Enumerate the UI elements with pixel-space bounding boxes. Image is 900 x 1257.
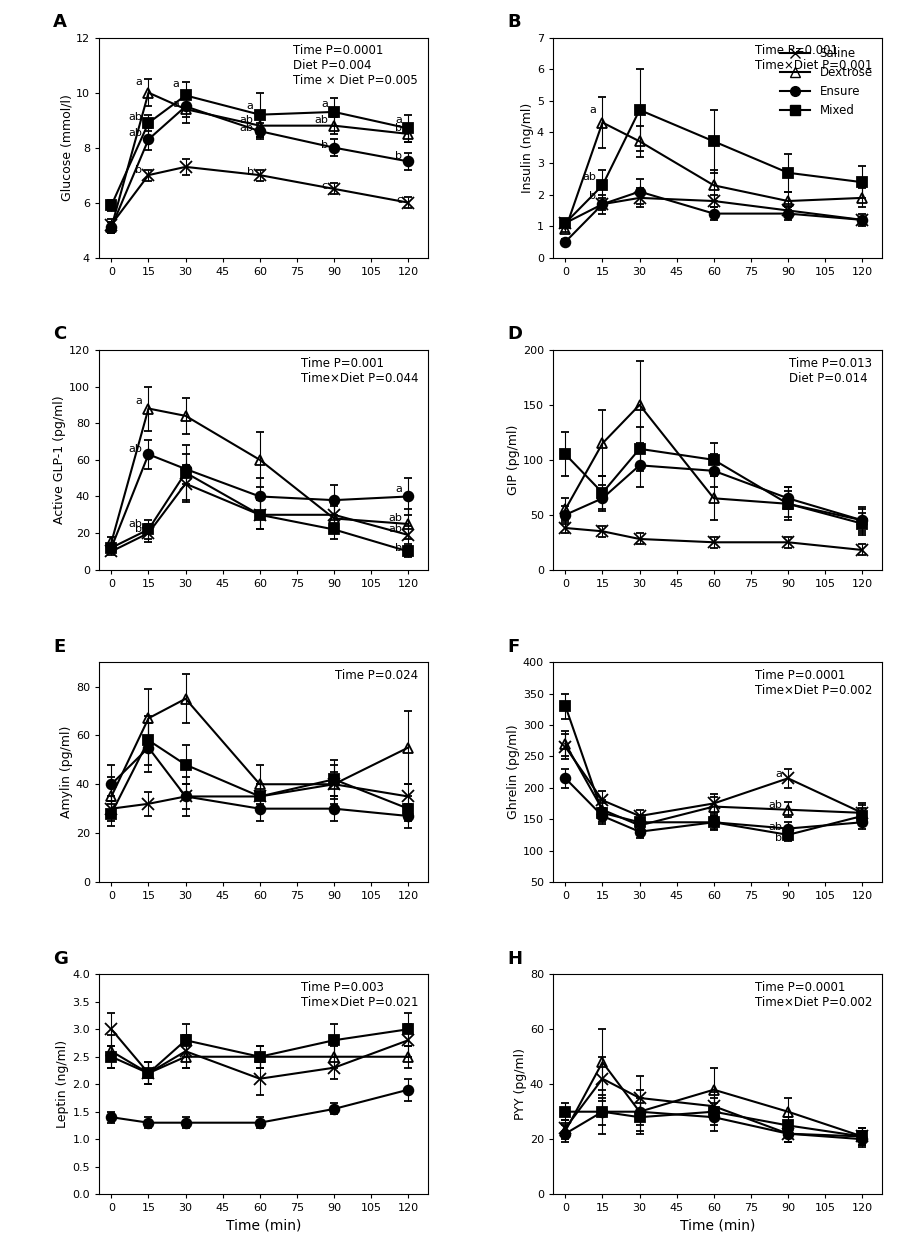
Text: b: b: [247, 167, 254, 177]
Text: a: a: [247, 102, 254, 112]
Text: a: a: [395, 484, 402, 494]
Text: Time P=0.013
Diet P=0.014: Time P=0.013 Diet P=0.014: [789, 357, 872, 385]
Text: A: A: [53, 13, 67, 31]
Text: C: C: [53, 326, 67, 343]
Text: b: b: [775, 833, 782, 843]
Text: E: E: [53, 637, 65, 655]
Y-axis label: Amylin (pg/ml): Amylin (pg/ml): [60, 725, 73, 818]
Text: a: a: [395, 116, 402, 126]
Text: ab: ab: [129, 444, 142, 454]
Text: ab: ab: [129, 519, 142, 529]
Text: G: G: [53, 950, 68, 968]
Y-axis label: PYY (pg/ml): PYY (pg/ml): [514, 1048, 527, 1120]
Text: Time P=0.024: Time P=0.024: [335, 669, 419, 681]
Text: c: c: [321, 181, 328, 191]
X-axis label: Time (min): Time (min): [680, 1219, 755, 1233]
Text: ab: ab: [129, 112, 142, 122]
Y-axis label: Ghrelin (pg/ml): Ghrelin (pg/ml): [507, 725, 520, 820]
Text: Time P=0.003
Time×Diet P=0.021: Time P=0.003 Time×Diet P=0.021: [301, 980, 418, 1009]
Y-axis label: Insulin (ng/ml): Insulin (ng/ml): [521, 103, 534, 192]
Text: b: b: [395, 123, 402, 133]
Y-axis label: Active GLP-1 (pg/ml): Active GLP-1 (pg/ml): [53, 396, 66, 524]
Text: Time P=0.001
Time×Diet P=0.001: Time P=0.001 Time×Diet P=0.001: [755, 44, 872, 73]
Text: b: b: [135, 165, 142, 175]
Text: ab: ab: [388, 513, 402, 523]
Text: ab: ab: [582, 172, 597, 182]
Text: b: b: [320, 140, 328, 150]
Text: ab: ab: [129, 127, 142, 137]
Text: a: a: [321, 98, 328, 108]
Text: a: a: [135, 396, 142, 406]
Text: ab: ab: [768, 801, 782, 811]
Text: D: D: [507, 326, 522, 343]
Text: a: a: [173, 79, 179, 89]
Text: ab: ab: [239, 123, 254, 133]
Text: Time P=0.0001
Diet P=0.004
Time × Diet P=0.005: Time P=0.0001 Diet P=0.004 Time × Diet P…: [293, 44, 419, 87]
Text: Time P=0.0001
Time×Diet P=0.002: Time P=0.0001 Time×Diet P=0.002: [755, 669, 872, 696]
Y-axis label: GIP (pg/ml): GIP (pg/ml): [507, 425, 520, 495]
Text: b: b: [590, 191, 597, 201]
X-axis label: Time (min): Time (min): [226, 1219, 302, 1233]
Text: b: b: [135, 524, 142, 534]
Text: ab: ab: [239, 116, 254, 126]
Text: ab: ab: [388, 524, 402, 534]
Text: F: F: [507, 637, 519, 655]
Text: c: c: [396, 195, 402, 205]
Text: ab: ab: [768, 822, 782, 832]
Text: a: a: [590, 104, 597, 114]
Text: a: a: [173, 98, 179, 108]
Text: Time P=0.001
Time×Diet P=0.044: Time P=0.001 Time×Diet P=0.044: [301, 357, 418, 385]
Text: a: a: [775, 769, 782, 779]
Text: ab: ab: [314, 116, 328, 126]
Y-axis label: Glucose (mmol/l): Glucose (mmol/l): [60, 94, 73, 201]
Text: B: B: [507, 13, 520, 31]
Text: b: b: [395, 151, 402, 161]
Text: a: a: [135, 77, 142, 87]
Text: H: H: [507, 950, 522, 968]
Y-axis label: Leptin (ng/ml): Leptin (ng/ml): [57, 1040, 69, 1129]
Text: b: b: [395, 543, 402, 553]
Text: Time P=0.0001
Time×Diet P=0.002: Time P=0.0001 Time×Diet P=0.002: [755, 980, 872, 1009]
Legend: Saline, Dextrose, Ensure, Mixed: Saline, Dextrose, Ensure, Mixed: [777, 44, 876, 121]
